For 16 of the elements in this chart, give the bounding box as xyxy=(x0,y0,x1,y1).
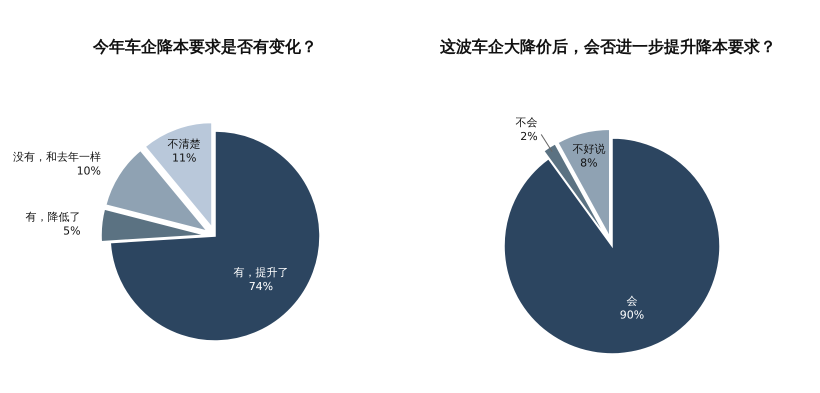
data-label: 11% xyxy=(172,151,196,164)
slice-label: 不清楚 xyxy=(168,137,201,150)
data-label: 90% xyxy=(620,308,644,322)
data-label: 74% xyxy=(248,280,274,294)
slice-label: 会 xyxy=(626,294,638,308)
slice-label: 有，降低了 xyxy=(26,210,81,224)
data-label: 5% xyxy=(63,224,81,238)
chart-title: 这波车企大降价后，会否进一步提升降本要求？ xyxy=(439,37,776,56)
slice-label: 不会 xyxy=(516,116,538,129)
slice-label: 没有，和去年一样 xyxy=(13,150,102,164)
data-label: 2% xyxy=(520,130,538,143)
slice-label: 不好说 xyxy=(572,142,606,156)
data-label: 8% xyxy=(580,156,598,170)
chart-title: 今年车企降本要求是否有变化？ xyxy=(92,37,317,56)
slice-label: 有，提升了 xyxy=(233,266,288,280)
data-label: 10% xyxy=(76,164,102,178)
